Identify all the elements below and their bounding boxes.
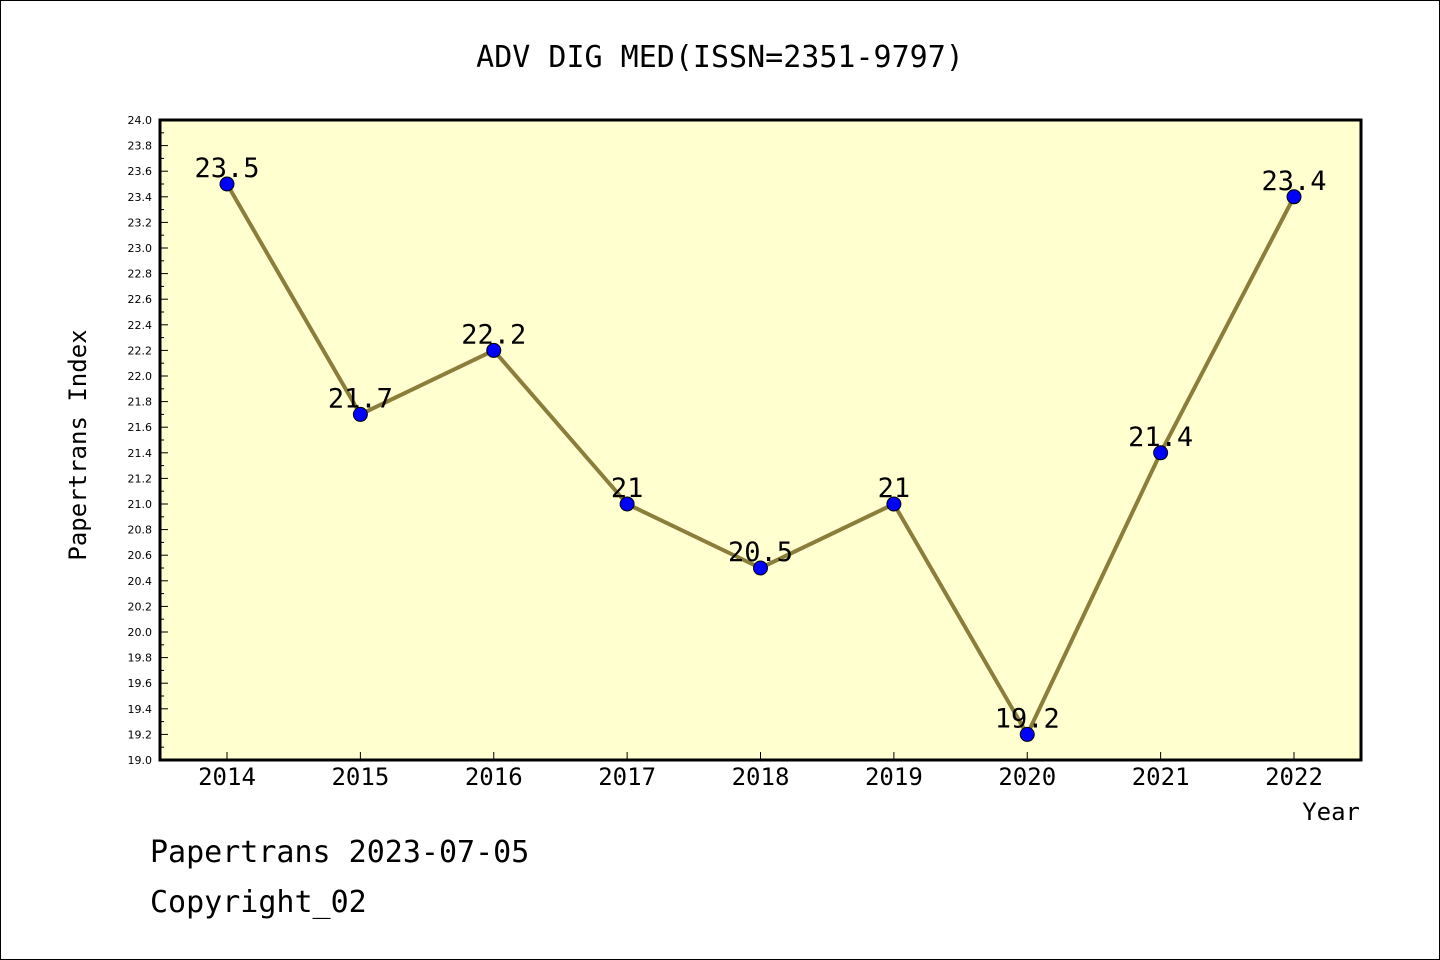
data-label: 23.5 — [194, 153, 259, 184]
y-axis-ticks: 19.0 19.2 19.4 19.6 19.8 20.0 20.2 20.4 20.6 20.8… — [128, 114, 168, 767]
x-tick-label: 2016 — [465, 763, 523, 791]
y-tick-label: 20.0 — [128, 626, 153, 639]
y-tick-label: 23.6 — [128, 165, 153, 178]
data-label: 21 — [878, 473, 911, 504]
data-point-marker — [219, 176, 235, 192]
x-tick-label: 2018 — [732, 763, 790, 791]
y-tick-label: 19.0 — [128, 754, 153, 767]
y-tick-label: 20.8 — [128, 524, 153, 537]
series-line-group — [219, 176, 1302, 742]
y-tick-label: 19.4 — [128, 703, 153, 716]
y-tick-label: 24.0 — [128, 114, 153, 127]
x-axis-ticks: 2014 2015 2016 2017 2018 2019 2020 2021 2022 — [198, 752, 1323, 791]
y-tick-label: 19.2 — [128, 728, 153, 741]
y-tick-label: 20.4 — [128, 575, 153, 588]
data-label: 22.2 — [461, 319, 526, 350]
chart-title: ADV DIG MED(ISSN=2351-9797) — [476, 40, 964, 75]
data-label: 21 — [611, 473, 644, 504]
x-tick-label: 2017 — [598, 763, 656, 791]
x-axis-label: Year — [1302, 798, 1360, 826]
data-point-marker — [886, 496, 902, 512]
data-point-marker — [619, 496, 635, 512]
y-tick-label: 21.4 — [128, 447, 153, 460]
footer-copyright-text: Copyright_02 — [150, 885, 367, 920]
y-tick-label: 20.6 — [128, 549, 153, 562]
data-label: 20.5 — [728, 537, 793, 568]
y-tick-label: 22.2 — [128, 344, 153, 357]
x-tick-label: 2014 — [198, 763, 256, 791]
data-label: 19.2 — [995, 703, 1060, 734]
x-tick-label: 2022 — [1265, 763, 1323, 791]
y-tick-label: 19.6 — [128, 677, 153, 690]
data-point-marker — [1019, 726, 1035, 742]
y-tick-label: 23.0 — [128, 242, 153, 255]
y-tick-label: 19.8 — [128, 652, 153, 665]
data-point-marker — [753, 560, 768, 576]
y-tick-label: 21.6 — [128, 421, 153, 434]
data-point-marker — [352, 406, 368, 422]
data-labels-group: 23.5 21.7 22.2 21 20.5 21 19.2 21.4 23.4 — [194, 153, 1326, 734]
footer-date-text: Papertrans 2023-07-05 — [150, 835, 530, 870]
x-tick-label: 2021 — [1132, 763, 1190, 791]
x-tick-label: 2015 — [331, 763, 389, 791]
data-point-marker — [486, 342, 502, 358]
y-tick-label: 22.6 — [128, 293, 153, 306]
y-tick-label: 23.2 — [128, 216, 153, 229]
y-axis-label: Papertrans Index — [64, 329, 92, 560]
data-label: 21.4 — [1128, 422, 1193, 453]
x-tick-label: 2019 — [865, 763, 923, 791]
y-tick-label: 22.0 — [128, 370, 153, 383]
y-tick-label: 22.8 — [128, 268, 153, 281]
data-label: 21.7 — [328, 383, 393, 414]
y-tick-label: 21.0 — [128, 498, 153, 511]
data-point-marker — [1286, 189, 1302, 205]
data-point-marker — [1153, 445, 1169, 461]
y-tick-label: 21.8 — [128, 396, 153, 409]
y-tick-label: 23.8 — [128, 140, 153, 153]
data-label: 23.4 — [1261, 166, 1326, 197]
x-tick-label: 2020 — [998, 763, 1056, 791]
y-tick-label: 23.4 — [128, 191, 153, 204]
y-tick-label: 21.2 — [128, 472, 153, 485]
plot-area — [158, 118, 1363, 762]
y-tick-label: 20.2 — [128, 600, 153, 613]
y-tick-label: 22.4 — [128, 319, 153, 332]
